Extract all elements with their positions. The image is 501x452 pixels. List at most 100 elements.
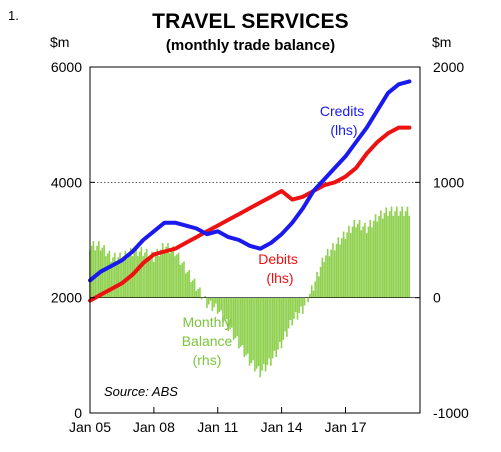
balance-bar: [222, 297, 224, 323]
balance-bar: [388, 211, 391, 298]
balance-bar: [261, 297, 263, 371]
credits-line: [88, 79, 412, 283]
balance-bar: [97, 241, 100, 298]
balance-bar: [286, 297, 288, 337]
balance-bar: [406, 206, 409, 298]
balance-bar: [255, 297, 258, 369]
balance-bar: [371, 227, 373, 298]
balance-bar: [225, 297, 228, 320]
balance-bar: [378, 215, 380, 298]
balance-bar: [351, 226, 354, 298]
balance-bar: [277, 297, 279, 350]
balance-bar: [174, 256, 176, 298]
balance-bar: [380, 210, 382, 298]
balance-bar: [298, 297, 301, 314]
balance-label: Monthly Balance (rhs): [182, 314, 233, 368]
balance-bar: [335, 243, 338, 298]
balance-bar: [372, 220, 375, 298]
balance-bar: [250, 297, 253, 364]
balance-bar: [154, 255, 157, 298]
balance-bar: [231, 297, 233, 328]
balance-bar: [284, 297, 286, 332]
balance-bar: [305, 296, 308, 298]
balance-bar: [248, 297, 251, 366]
debits-label-name: Debits: [258, 251, 298, 267]
x-tick-label: Jan 14: [261, 419, 303, 435]
balance-bar: [193, 278, 196, 298]
balance-bar: [309, 293, 311, 298]
balance-bar: [200, 297, 203, 300]
balance-bar: [374, 214, 377, 298]
balance-bar: [207, 297, 210, 305]
balance-bar: [287, 297, 290, 329]
balance-bar: [142, 256, 144, 298]
balance-bar: [332, 243, 334, 298]
balance-bar: [113, 252, 116, 298]
balance-bar: [149, 255, 152, 298]
balance-bar: [227, 297, 230, 332]
balance-label-line: Balance: [182, 333, 233, 349]
balance-bar: [270, 297, 272, 366]
balance-bar: [394, 211, 396, 298]
balance-bar: [144, 252, 146, 298]
balance-bar: [365, 233, 368, 298]
balance-bar: [245, 297, 247, 356]
balance-bar: [404, 211, 407, 298]
debits-label: Debits (lhs): [258, 251, 302, 286]
balance-bar: [259, 297, 262, 378]
balance-bar: [262, 297, 265, 365]
balance-bar: [266, 297, 269, 365]
balance-bar: [360, 230, 363, 298]
balance-bar: [392, 215, 395, 298]
balance-bar: [213, 297, 215, 308]
balance-bar: [206, 297, 208, 309]
balance-bar: [117, 257, 120, 298]
balance-bar: [177, 252, 180, 298]
balance-bar: [289, 297, 292, 320]
balance-bar: [158, 256, 160, 298]
balance-bar: [385, 207, 387, 298]
balance-bar: [229, 297, 231, 330]
balance-bar: [115, 261, 118, 298]
balance-bar: [247, 297, 249, 354]
balance-bar: [291, 297, 293, 326]
balance-bar: [403, 215, 405, 298]
balance-bar: [216, 297, 219, 314]
right-axis-unit: $m: [432, 34, 452, 50]
balance-bar: [349, 233, 352, 298]
balance-bar: [341, 238, 343, 298]
right-tick-label: 0: [433, 290, 441, 306]
balance-bar: [330, 249, 332, 298]
left-tick-label: 4000: [51, 174, 82, 190]
balance-bar: [326, 248, 329, 298]
balance-bar: [179, 264, 182, 298]
balance-bar: [151, 251, 153, 298]
balance-bar: [211, 297, 214, 311]
balance-bar: [325, 255, 327, 298]
balance-bar: [376, 221, 379, 298]
balance-bar: [192, 280, 194, 298]
balance-bar: [168, 253, 171, 298]
right-tick-label: 2000: [433, 59, 464, 75]
balance-bar: [124, 250, 127, 298]
balance-bar: [408, 215, 411, 298]
balance-bar: [302, 297, 304, 314]
balance-bar: [357, 223, 359, 298]
balance-bar: [223, 297, 226, 321]
balance-bar: [186, 271, 189, 298]
balance-bar: [137, 256, 139, 298]
figure-number: 1.: [8, 8, 19, 23]
balance-label-line: (rhs): [193, 352, 222, 368]
credits-label-name: Credits: [320, 103, 364, 119]
balance-bar: [163, 250, 166, 298]
balance-bar: [271, 297, 274, 359]
balance-bar: [337, 237, 340, 298]
balance-bar: [129, 247, 132, 298]
balance-bar: [170, 249, 173, 298]
axis-ticks: [89, 66, 420, 414]
balance-bar: [317, 276, 320, 298]
balance-bar: [344, 238, 347, 298]
balance-bar: [342, 231, 345, 298]
balance-bar: [396, 206, 398, 298]
